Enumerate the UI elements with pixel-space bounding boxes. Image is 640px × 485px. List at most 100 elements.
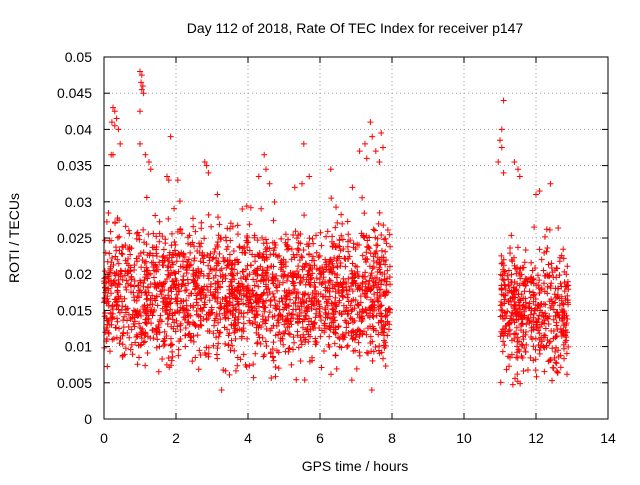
data-point xyxy=(369,323,376,330)
data-point xyxy=(509,381,516,388)
data-point xyxy=(275,365,282,372)
data-point xyxy=(508,279,515,286)
data-point xyxy=(173,298,180,305)
data-point xyxy=(240,320,247,327)
data-point xyxy=(362,290,369,297)
data-point xyxy=(224,297,231,304)
data-point xyxy=(203,344,210,351)
data-point xyxy=(345,307,352,314)
data-point xyxy=(533,191,539,198)
data-point xyxy=(284,312,291,319)
data-point xyxy=(127,346,134,353)
data-point xyxy=(215,340,222,347)
data-point xyxy=(116,340,123,347)
data-point xyxy=(299,180,305,187)
data-point xyxy=(360,233,367,240)
data-point xyxy=(144,295,151,302)
data-point xyxy=(197,270,204,277)
data-point xyxy=(550,306,557,313)
data-point xyxy=(561,310,568,317)
data-point xyxy=(208,223,215,230)
data-point xyxy=(333,204,340,211)
data-point xyxy=(528,305,535,312)
data-point xyxy=(508,351,515,358)
data-point xyxy=(359,273,366,280)
data-point xyxy=(192,354,199,361)
data-point xyxy=(292,228,299,235)
data-point xyxy=(199,308,206,315)
data-point xyxy=(342,263,349,270)
data-point xyxy=(545,320,552,327)
data-point xyxy=(514,354,521,361)
data-point xyxy=(179,280,186,287)
data-point xyxy=(294,319,301,326)
data-point xyxy=(126,334,133,341)
data-point xyxy=(231,261,238,268)
data-point xyxy=(254,339,261,346)
data-point xyxy=(269,277,276,284)
data-point xyxy=(240,313,247,320)
data-point xyxy=(295,246,302,253)
data-point xyxy=(174,177,181,184)
y-tick-label: 0.035 xyxy=(57,158,92,174)
data-point xyxy=(537,344,544,351)
data-point xyxy=(264,292,271,299)
data-point xyxy=(236,290,243,297)
data-point xyxy=(353,365,360,372)
data-point xyxy=(254,237,261,244)
data-point xyxy=(246,247,253,254)
data-point xyxy=(291,339,298,346)
data-point xyxy=(245,303,252,310)
data-point xyxy=(148,306,155,313)
data-point xyxy=(324,228,331,235)
data-point xyxy=(377,317,384,324)
data-point xyxy=(116,325,123,332)
data-point xyxy=(165,314,172,321)
data-point xyxy=(529,336,536,343)
data-point xyxy=(225,302,232,309)
data-point xyxy=(350,319,357,326)
data-point xyxy=(162,308,169,315)
data-point xyxy=(556,272,563,279)
data-point xyxy=(497,137,503,144)
data-point xyxy=(536,277,543,284)
data-point xyxy=(138,79,145,86)
data-point xyxy=(344,311,351,318)
data-point xyxy=(170,325,177,332)
data-point xyxy=(524,278,531,285)
data-point xyxy=(270,217,277,224)
data-point xyxy=(269,290,276,297)
data-point xyxy=(266,245,273,252)
data-point xyxy=(541,288,548,295)
data-point xyxy=(146,158,152,165)
data-point xyxy=(123,260,130,267)
data-point xyxy=(146,252,153,259)
data-point xyxy=(159,233,166,240)
data-point xyxy=(369,133,376,140)
data-point xyxy=(354,311,361,318)
data-point xyxy=(564,329,571,336)
data-point xyxy=(115,276,122,283)
data-point xyxy=(269,354,276,361)
data-point xyxy=(159,356,166,363)
data-point xyxy=(243,276,250,283)
data-point xyxy=(498,260,505,267)
data-point xyxy=(199,252,206,259)
data-point xyxy=(214,279,221,286)
data-point xyxy=(544,271,551,278)
data-point xyxy=(344,256,351,263)
data-point xyxy=(184,312,191,319)
data-point xyxy=(321,348,328,355)
data-point xyxy=(286,290,293,297)
data-point xyxy=(247,204,254,211)
data-point xyxy=(225,341,232,348)
data-point xyxy=(271,297,278,304)
data-point xyxy=(259,318,266,325)
data-point xyxy=(341,255,348,262)
data-point xyxy=(114,315,121,322)
data-point xyxy=(344,294,351,301)
data-point xyxy=(543,226,550,233)
data-point xyxy=(516,272,523,279)
data-point xyxy=(131,283,138,290)
